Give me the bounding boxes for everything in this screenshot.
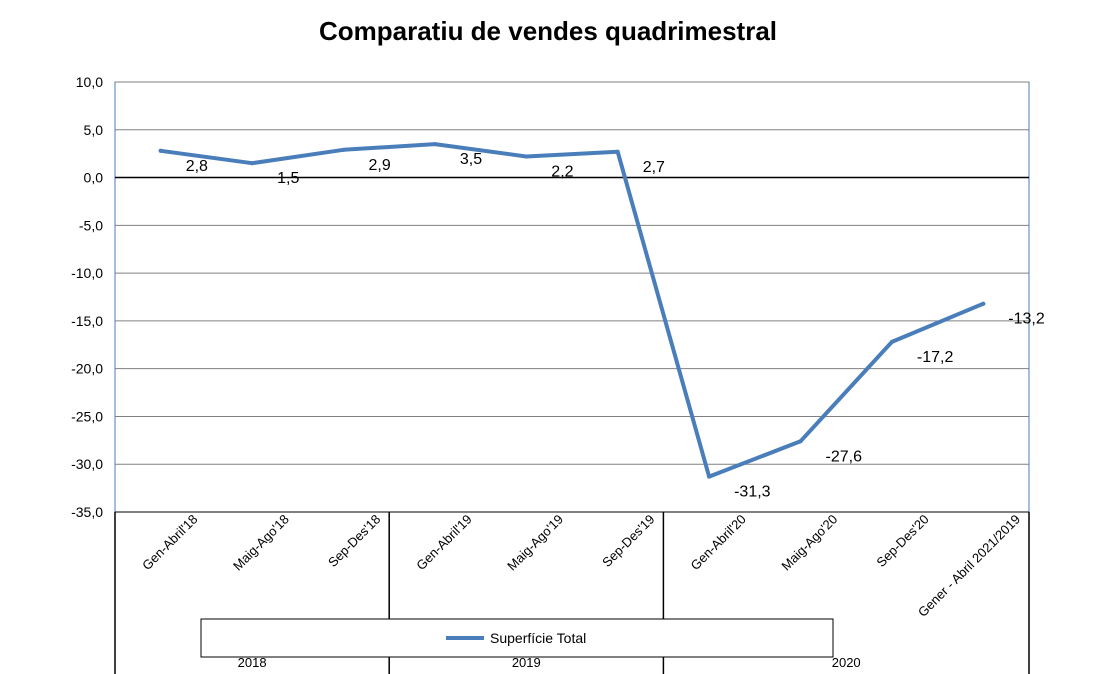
data-point [341,147,346,152]
y-axis-ticks: 10,0 5,0 0,0 -5,0 -10,0 -15,0 -20,0 -25,0 -30,0 -… [71,74,103,520]
x-tick-label: Gen-Abril'20 [688,512,749,573]
group-label: 2018 [238,655,267,670]
group-label: 2020 [832,655,861,670]
x-tick-label: Maig-Ago'20 [778,512,840,574]
x-tick-label: Sep-Des'19 [599,512,657,570]
y-tick-label: 10,0 [76,74,103,90]
y-tick-label: 0,0 [84,170,104,186]
data-point [615,149,620,154]
y-tick-label: -20,0 [71,361,103,377]
data-point [432,142,437,147]
data-label: 2,2 [551,164,573,181]
y-tick-label: 5,0 [84,122,104,138]
y-tick-label: -10,0 [71,265,103,281]
grid-lines [114,81,1030,513]
data-label: 3,5 [460,151,482,168]
legend-box [200,618,834,658]
x-tick-label: Sep-Des'20 [873,512,931,570]
data-label: 1,5 [277,170,299,187]
x-tick-label: Maig-Ago'19 [504,512,566,574]
x-tick-label: Maig-Ago'18 [230,512,292,574]
chart-title: Comparatiu de vendes quadrimestral [319,16,777,46]
x-tick-label: Gen-Abril'19 [413,512,474,573]
data-point [981,301,986,306]
data-point [250,161,255,166]
group-label: 2019 [512,655,541,670]
y-tick-label: -15,0 [71,313,103,329]
data-label: -13,2 [1008,311,1045,328]
x-tick-label: Gener - Abril 2021/2019 [915,512,1023,620]
legend: Superfície Total [200,618,834,658]
data-label: -27,6 [826,448,863,465]
x-axis-ticks: Gen-Abril'18 Maig-Ago'18 Sep-Des'18 Gen-Abr… [139,512,1023,620]
data-point [158,148,163,153]
data-labels: 2,8 1,5 2,9 3,5 2,2 2,7 -31,3 -27,6 -17,2 -13,2 [186,151,1045,501]
data-label: -31,3 [734,484,771,501]
data-label: 2,9 [369,157,391,174]
plot-area [114,81,1030,513]
data-point [798,439,803,444]
series-line [158,142,986,479]
data-label: -17,2 [917,349,954,366]
legend-label: Superfície Total [490,630,586,646]
y-tick-label: -35,0 [71,504,103,520]
series-layer [158,142,986,479]
data-label: 2,7 [643,159,665,176]
data-point [524,154,529,159]
y-tick-label: -30,0 [71,456,103,472]
data-point [889,339,894,344]
y-tick-label: -25,0 [71,408,103,424]
data-label: 2,8 [186,158,208,175]
x-tick-label: Gen-Abril'18 [139,512,200,573]
y-tick-label: -5,0 [79,217,103,233]
x-tick-label: Sep-Des'18 [325,512,383,570]
data-point [707,474,712,479]
